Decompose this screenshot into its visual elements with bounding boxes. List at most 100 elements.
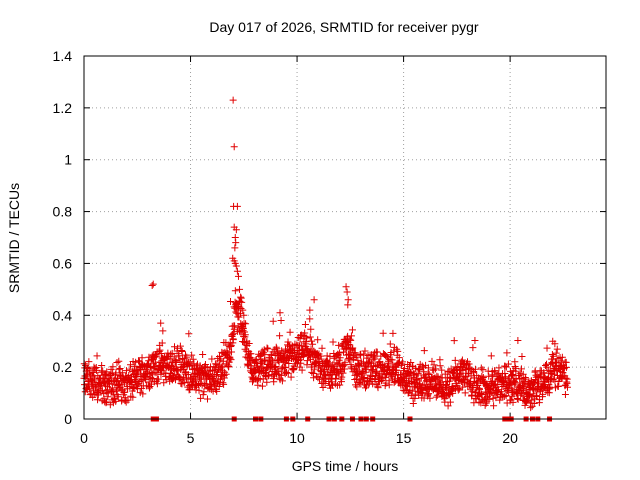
data-point: [332, 374, 340, 382]
data-point: [334, 360, 342, 368]
data-point: [346, 356, 354, 364]
data-point: [254, 381, 262, 389]
data-point: [162, 376, 170, 384]
data-point: [122, 367, 130, 375]
data-point: [420, 368, 428, 376]
data-point: [296, 356, 304, 364]
data-point: [229, 330, 237, 338]
data-point: [239, 324, 247, 332]
data-point: [346, 335, 354, 343]
data-point: [189, 355, 197, 363]
data-point: [551, 340, 559, 348]
data-point: [104, 389, 112, 397]
data-point: [495, 364, 503, 372]
data-point: [259, 365, 267, 373]
data-point: [418, 390, 426, 398]
data-point: [174, 372, 182, 380]
data-point: [429, 385, 437, 393]
data-point: [461, 389, 469, 397]
data-point: [340, 362, 348, 370]
data-point: [247, 357, 255, 365]
data-point: [537, 373, 545, 381]
data-point: [511, 379, 519, 387]
data-point: [195, 380, 203, 388]
data-point: [102, 399, 110, 407]
data-point: [252, 356, 260, 364]
data-point: [233, 202, 241, 210]
data-point: [553, 345, 561, 353]
data-point: [492, 394, 500, 402]
data-point: [351, 349, 359, 357]
data-point: [450, 337, 458, 345]
data-point: [115, 365, 123, 373]
data-point: [335, 341, 343, 349]
data-point: [276, 309, 284, 317]
data-point: [228, 348, 236, 356]
data-point: [360, 373, 368, 381]
y-tick-label: 1: [64, 152, 72, 168]
y-tick-label: 1.4: [53, 48, 73, 64]
data-point: [157, 370, 165, 378]
data-point: [172, 358, 180, 366]
data-point: [244, 361, 252, 369]
data-point: [157, 350, 165, 358]
data-point: [215, 382, 223, 390]
data-point: [93, 366, 101, 374]
data-point: [369, 380, 377, 388]
data-point: [170, 353, 178, 361]
data-point: [371, 355, 379, 363]
data-point: [237, 293, 245, 301]
data-point: [282, 364, 290, 372]
data-point: [112, 369, 120, 377]
data-point: [336, 381, 344, 389]
y-tick-label: 1.2: [53, 100, 73, 116]
data-point: [453, 365, 461, 373]
data-point: [335, 349, 343, 357]
data-point: [479, 366, 487, 374]
data-point: [563, 383, 571, 391]
data-point: [282, 368, 290, 376]
x-tick-label: 5: [187, 430, 195, 446]
data-point: [517, 374, 525, 382]
data-point: [185, 330, 193, 338]
data-point: [137, 377, 145, 385]
data-point: [241, 331, 249, 339]
data-point: [548, 351, 556, 359]
data-point: [229, 96, 237, 104]
data-point: [85, 358, 93, 366]
data-point: [236, 285, 244, 293]
data-point: [555, 377, 563, 385]
data-point: [168, 349, 176, 357]
data-point: [471, 365, 479, 373]
data-point: [245, 339, 253, 347]
data-point: [145, 384, 153, 392]
data-point: [382, 352, 390, 360]
data-point: [487, 386, 495, 394]
data-point: [388, 356, 396, 364]
data-point: [500, 393, 508, 401]
data-point: [478, 390, 486, 398]
data-point: [549, 376, 557, 384]
tick-labels: 0 0.2 0.4 0.6 0.8 1 1.2 1.4 0 5 10 15 20: [53, 48, 519, 446]
data-point: [277, 316, 285, 324]
data-point: [115, 357, 123, 365]
data-point: [94, 396, 102, 404]
x-tick-label: 20: [502, 430, 518, 446]
data-point: [178, 346, 186, 354]
data-point: [521, 401, 529, 409]
data-point: [317, 355, 325, 363]
data-point: [537, 374, 545, 382]
data-point: [182, 351, 190, 359]
data-point: [362, 366, 370, 374]
data-point: [383, 362, 391, 370]
data-point: [430, 361, 438, 369]
data-point: [284, 369, 292, 377]
data-point: [386, 340, 394, 348]
data-point: [329, 338, 337, 346]
data-point: [509, 398, 517, 406]
data-point: [176, 342, 184, 350]
chart-title: Day 017 of 2026, SRMTID for receiver pyg…: [209, 19, 479, 35]
data-point: [446, 398, 454, 406]
data-point: [479, 374, 487, 382]
